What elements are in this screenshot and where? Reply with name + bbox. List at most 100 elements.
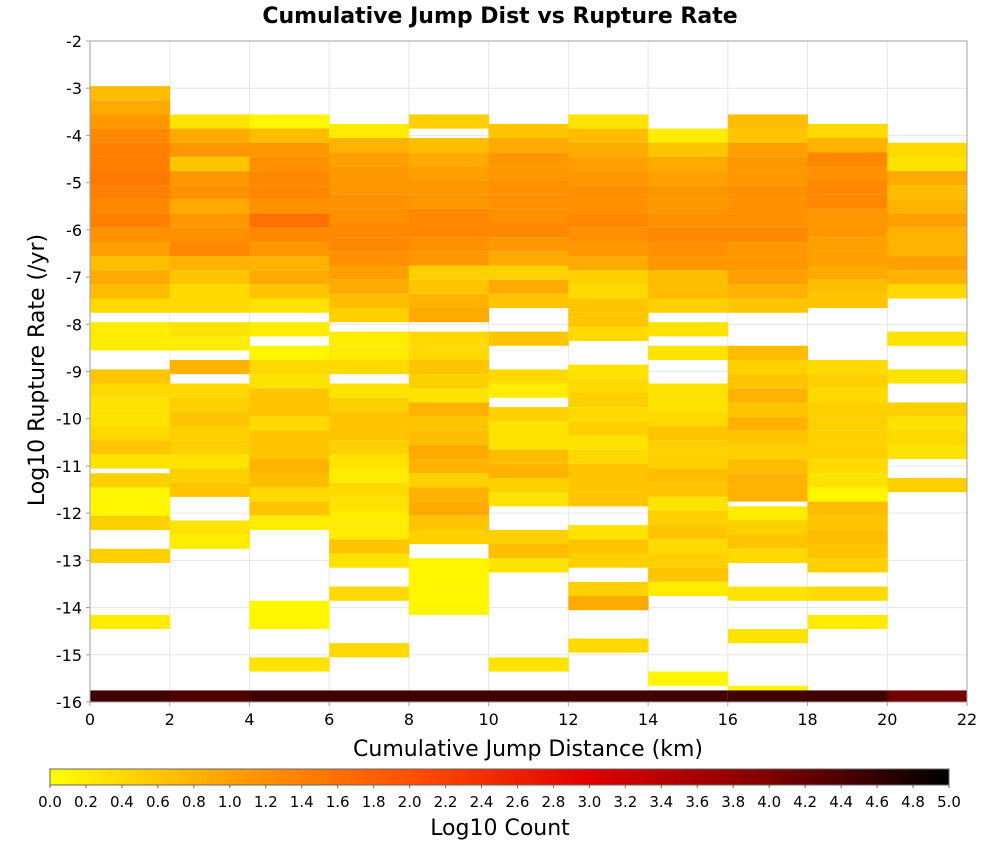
heatmap-cell: [408, 180, 490, 195]
heatmap-cell: [727, 459, 809, 474]
colorbar-tick-label: 2.6: [506, 793, 530, 811]
colorbar-tick-label: 3.0: [577, 793, 601, 811]
heatmap-cell: [648, 553, 729, 568]
heatmap-cell: [488, 558, 569, 573]
heatmap-cell: [727, 256, 809, 271]
heatmap-cell: [488, 690, 569, 703]
x-tick-label: 16: [718, 710, 738, 729]
heatmap-cell: [169, 270, 250, 285]
y-tick-label: -13: [56, 551, 82, 570]
heatmap-cell: [568, 185, 649, 200]
heatmap-cell: [408, 138, 490, 153]
colorbar-tick-label: 1.6: [326, 793, 350, 811]
heatmap-cell: [648, 496, 729, 512]
heatmap-cell: [90, 185, 171, 200]
heatmap-cell: [169, 241, 250, 257]
heatmap-cell: [488, 477, 569, 493]
heatmap-cells: [90, 86, 968, 703]
x-tick-label: 2: [165, 710, 175, 729]
heatmap-cell: [408, 194, 490, 209]
heatmap-cell: [329, 426, 410, 441]
heatmap-cell: [648, 199, 729, 214]
colorbar-tick-label: 4.8: [901, 793, 925, 811]
heatmap-cell: [408, 444, 490, 460]
heatmap-cell: [568, 298, 649, 313]
colorbar-tick-label: 0.4: [110, 793, 134, 811]
heatmap-cell: [90, 227, 171, 242]
heatmap-cell: [887, 402, 968, 417]
heatmap-cell: [488, 123, 569, 139]
heatmap-cell: [249, 128, 330, 143]
heatmap-cell: [807, 487, 888, 502]
heatmap-cell: [249, 114, 330, 129]
colorbar-bar: [49, 768, 950, 786]
heatmap-cell: [169, 284, 250, 299]
heatmap-cell: [488, 369, 569, 384]
heatmap-cell: [648, 440, 729, 455]
heatmap-cell: [329, 586, 410, 601]
heatmap-cell: [887, 416, 968, 431]
heatmap-cell: [648, 213, 729, 228]
heatmap-cell: [488, 237, 569, 252]
colorbar-tick-label: 4.0: [757, 793, 781, 811]
heatmap-cell: [648, 284, 729, 299]
heatmap-cell: [887, 430, 968, 445]
heatmap-cell: [90, 397, 171, 412]
heatmap-cell: [648, 539, 729, 554]
heatmap-cell: [488, 223, 569, 238]
heatmap-cell: [807, 529, 888, 545]
colorbar-label: Log10 Count: [430, 816, 570, 841]
heatmap-cell: [648, 581, 729, 597]
heatmap-cell: [727, 142, 809, 157]
heatmap-cell: [807, 265, 888, 280]
heatmap-cell: [408, 416, 490, 431]
heatmap-cell: [329, 397, 410, 412]
heatmap-cell: [568, 596, 649, 611]
heatmap-cell: [727, 128, 809, 143]
heatmap-cell: [169, 185, 250, 200]
heatmap-cell: [329, 359, 410, 375]
x-tick-label: 4: [244, 710, 254, 729]
heatmap-cell: [408, 152, 490, 167]
heatmap-cell: [169, 534, 250, 549]
heatmap-cell: [408, 529, 490, 545]
heatmap-cell: [648, 345, 729, 360]
heatmap-cell: [648, 525, 729, 540]
heatmap-cell: [249, 199, 330, 214]
heatmap-cell: [249, 256, 330, 271]
heatmap-cell: [727, 586, 809, 601]
colorbar-tick-label: 2.8: [542, 793, 566, 811]
y-tick-label: -3: [66, 79, 82, 98]
y-tick-label: -6: [66, 221, 82, 240]
heatmap-cell: [169, 454, 250, 469]
x-tick-label: 18: [797, 710, 817, 729]
y-tick-label: -7: [66, 268, 82, 287]
heatmap-cell: [807, 293, 888, 309]
heatmap-cell: [648, 411, 729, 427]
heatmap-cell: [90, 298, 171, 313]
heatmap-cell: [90, 690, 171, 703]
heatmap-cell: [249, 402, 330, 417]
heatmap-cell: [488, 194, 569, 209]
heatmap-cell: [488, 544, 569, 559]
colorbar-tick-label: 0.0: [38, 793, 62, 811]
heatmap-cell: [807, 180, 888, 195]
heatmap-cell: [90, 454, 171, 469]
heatmap-cell: [90, 440, 171, 455]
y-tick-label: -14: [56, 599, 82, 618]
y-axis-label: Log10 Rupture Rate (/yr): [25, 234, 50, 506]
heatmap-cell: [648, 142, 729, 157]
heatmap-cell: [329, 237, 410, 252]
heatmap-cell: [488, 449, 569, 464]
heatmap-cell: [249, 614, 330, 630]
heatmap-cell: [90, 473, 171, 488]
x-tick-label: 6: [324, 710, 334, 729]
heatmap-cell: [807, 208, 888, 224]
y-tick-label: -11: [56, 457, 82, 476]
heatmap-cell: [807, 123, 888, 139]
heatmap-cell: [249, 359, 330, 375]
heatmap-cell: [329, 251, 410, 266]
heatmap-cell: [169, 256, 250, 271]
y-tick-label: -2: [66, 32, 82, 51]
